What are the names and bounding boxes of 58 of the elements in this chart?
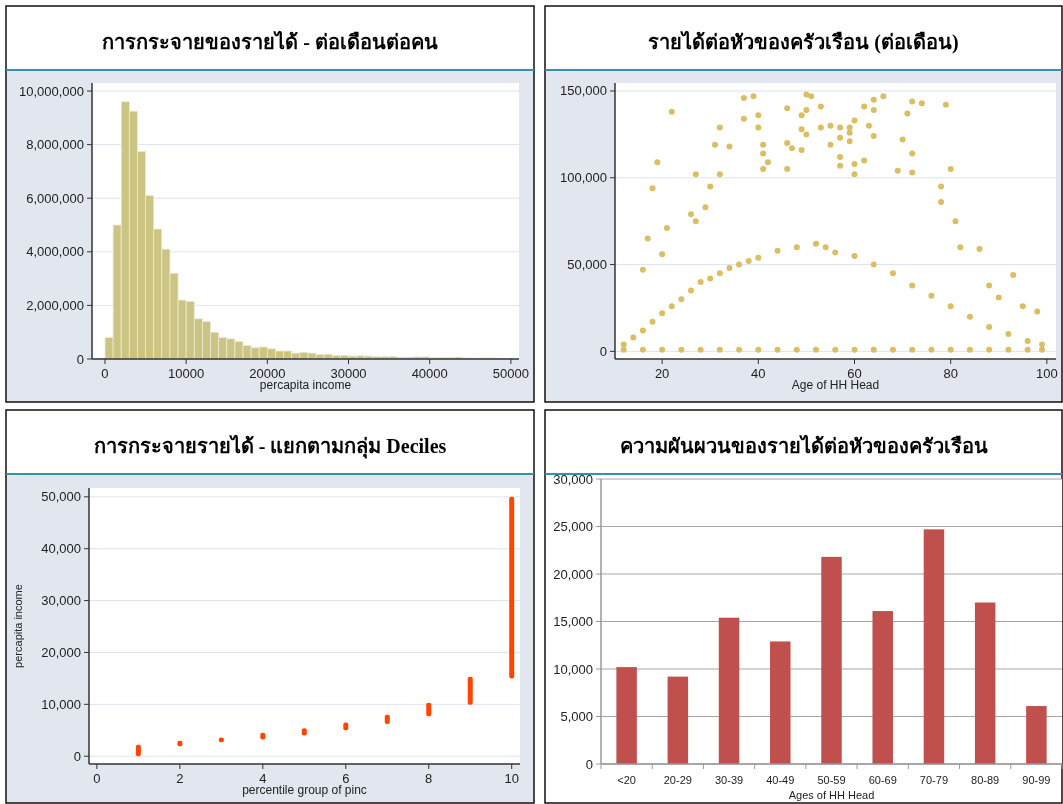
y-tick-label: 40,000 (41, 541, 81, 557)
y-tick-label: 30,000 (41, 593, 81, 609)
y-tick-label: 8,000,000 (26, 137, 84, 153)
x-tick-label: 40 (751, 366, 766, 381)
x-tick-label: 50-59 (817, 774, 846, 786)
x-tick-label: 50000 (492, 366, 529, 381)
x-tick-label: 90-99 (1022, 774, 1051, 786)
x-axis-title: Age of HH Head (791, 378, 880, 392)
x-axis-title: percentile group of pinc (242, 783, 367, 797)
x-tick-label: 2 (176, 771, 184, 786)
x-tick-label: 30-39 (714, 774, 744, 786)
chart-title: ความผันผวนของรายได้ต่อหัวของครัวเรือน (619, 434, 988, 457)
y-tick-label: 30,000 (553, 471, 593, 487)
x-tick-label: 0 (93, 771, 101, 786)
x-axis-title: percapita income (259, 378, 352, 392)
y-axis-title: percapita income (12, 584, 24, 668)
x-tick-label: 60-69 (868, 774, 897, 786)
x-axis-title: Ages of HH Head (788, 789, 875, 801)
x-tick-label: 40000 (411, 366, 448, 381)
x-tick-label: 8 (425, 771, 433, 786)
x-tick-label: 70-79 (919, 774, 949, 786)
x-tick-label: 20-29 (663, 774, 692, 786)
y-tick-label: 10,000 (41, 696, 81, 712)
y-tick-label: 0 (585, 756, 593, 772)
y-tick-label: 6,000,000 (26, 190, 84, 206)
y-tick-label: 15,000 (553, 614, 593, 629)
x-tick-label: 4 (259, 771, 267, 786)
y-tick-label: 4,000,000 (26, 244, 84, 260)
y-tick-label: 100,000 (560, 170, 607, 186)
y-tick-label: 50,000 (567, 257, 607, 273)
chart-title: การกระจายของรายได้ - ต่อเดือนต่อคน (102, 30, 438, 53)
x-tick-label: 20000 (249, 366, 286, 381)
y-tick-label: 10,000 (553, 661, 593, 677)
chart-title: การกระจายรายได้ - แยกตามกลุ่ม Deciles (93, 434, 447, 459)
y-tick-label: 0 (76, 351, 84, 367)
y-tick-label: 25,000 (553, 519, 593, 534)
x-tick-label: 60 (847, 366, 862, 381)
x-tick-label: 80-89 (971, 774, 1000, 786)
x-tick-label: 80 (943, 366, 958, 381)
x-tick-label: <20 (617, 774, 636, 786)
x-tick-label: 100 (1036, 366, 1058, 381)
x-tick-label: 20 (654, 366, 670, 381)
y-tick-label: 150,000 (560, 83, 607, 99)
chart-title: รายได้ต่อหัวของครัวเรือน (ต่อเดือน) (648, 30, 959, 54)
y-tick-label: 50,000 (41, 489, 81, 505)
y-tick-label: 5,000 (560, 709, 593, 724)
y-tick-label: 10,000,000 (18, 83, 84, 99)
y-tick-label: 20,000 (41, 644, 81, 660)
y-tick-label: 2,000,000 (26, 297, 84, 313)
y-tick-label: 0 (73, 748, 81, 764)
x-tick-label: 10 (504, 771, 519, 786)
x-tick-label: 30000 (330, 366, 367, 381)
x-tick-label: 40-49 (766, 774, 795, 786)
x-tick-label: 10000 (168, 366, 205, 381)
x-tick-label: 0 (101, 366, 109, 381)
y-tick-label: 20,000 (553, 566, 593, 582)
y-tick-label: 0 (599, 343, 607, 359)
x-tick-label: 6 (342, 771, 350, 786)
